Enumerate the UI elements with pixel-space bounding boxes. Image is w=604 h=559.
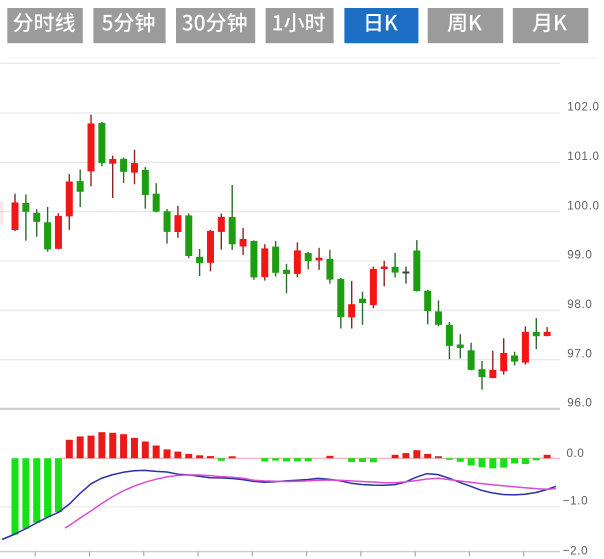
svg-text:97.0: 97.0 <box>567 347 592 360</box>
svg-text:100.0: 100.0 <box>567 199 599 212</box>
svg-text:−2.0: −2.0 <box>563 544 589 557</box>
svg-text:−1.0: −1.0 <box>563 495 589 508</box>
svg-text:98.0: 98.0 <box>567 298 592 311</box>
svg-text:0.0: 0.0 <box>566 447 584 460</box>
svg-text:99.0: 99.0 <box>567 249 592 262</box>
svg-text:102.0: 102.0 <box>567 101 599 114</box>
svg-text:96.0: 96.0 <box>567 397 592 410</box>
svg-text:101.0: 101.0 <box>567 150 599 163</box>
